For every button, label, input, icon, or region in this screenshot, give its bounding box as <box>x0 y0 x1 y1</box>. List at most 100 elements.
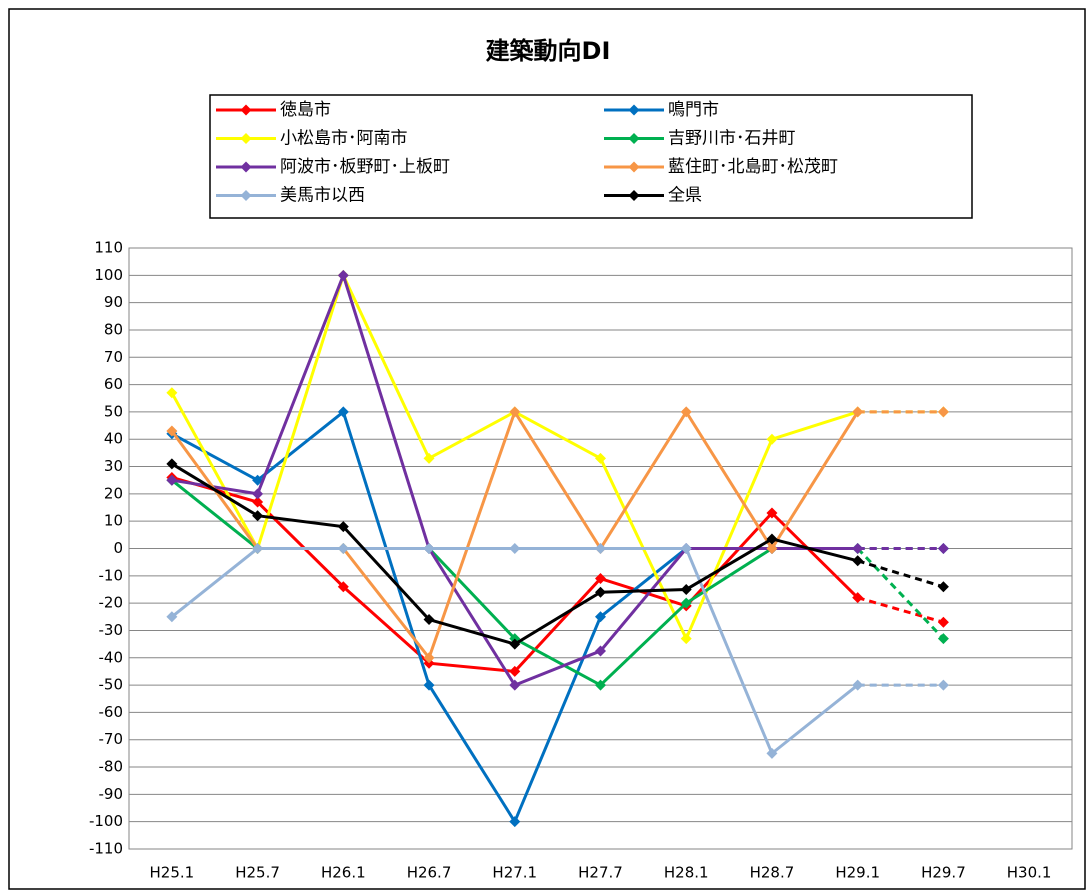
marker <box>509 665 521 677</box>
marker <box>680 597 692 609</box>
marker <box>509 816 521 828</box>
legend-box <box>209 94 973 219</box>
marker <box>680 583 692 595</box>
legend-marker <box>240 104 252 116</box>
marker <box>423 543 435 554</box>
marker <box>595 586 606 598</box>
marker <box>337 543 349 554</box>
marker <box>937 406 949 418</box>
marker <box>595 611 606 623</box>
y-tick-label: -50 <box>99 676 124 694</box>
marker <box>680 406 692 418</box>
legend-marker <box>240 161 252 173</box>
x-tick-label: H27.7 <box>578 864 623 882</box>
y-tick-label: 0 <box>113 539 123 557</box>
marker <box>509 406 521 418</box>
y-tick-label: 50 <box>104 402 123 420</box>
y-tick-label: -10 <box>99 566 124 584</box>
marker <box>937 633 949 645</box>
y-tick-label: -90 <box>99 785 124 803</box>
legend-marker <box>628 104 640 116</box>
legend-marker <box>628 133 640 144</box>
x-tick-label: H28.7 <box>750 864 795 882</box>
marker <box>166 387 178 399</box>
marker <box>766 507 778 519</box>
marker <box>937 616 949 628</box>
series-line-dashed <box>856 547 945 640</box>
y-tick-label: 80 <box>104 320 123 338</box>
marker <box>595 645 606 657</box>
marker <box>166 474 178 486</box>
marker <box>766 747 778 759</box>
y-tick-label: 10 <box>104 512 123 530</box>
marker <box>252 488 264 500</box>
legend-marker <box>628 190 640 201</box>
marker <box>509 679 521 691</box>
marker <box>337 521 349 533</box>
marker <box>509 543 521 554</box>
legend-marker <box>240 133 252 144</box>
x-tick-label: H25.1 <box>150 864 195 882</box>
x-tick-label: H26.7 <box>407 864 452 882</box>
marker <box>680 633 692 645</box>
legend-label: 徳島市 <box>280 100 331 120</box>
marker <box>937 581 949 593</box>
marker <box>852 406 864 418</box>
marker <box>252 496 264 508</box>
x-tick-label: H29.1 <box>835 864 880 882</box>
marker <box>252 510 264 522</box>
series-line-dashed <box>857 596 944 624</box>
legend-label: 阿波市･板野町･上板町 <box>280 157 450 177</box>
marker <box>595 543 606 554</box>
marker <box>423 679 435 691</box>
marker <box>766 433 778 445</box>
x-tick-label: H30.1 <box>1007 864 1052 882</box>
legend-label: 美馬市以西 <box>280 186 365 206</box>
y-tick-label: 70 <box>104 348 123 366</box>
marker <box>423 652 435 664</box>
legend-label: 小松島市･阿南市 <box>280 129 408 149</box>
y-tick-label: 60 <box>104 375 123 393</box>
y-tick-label: 40 <box>104 430 123 448</box>
y-tick-label: -110 <box>89 840 123 858</box>
y-tick-label: 30 <box>104 457 123 475</box>
marker <box>423 452 435 464</box>
x-tick-label: H26.1 <box>321 864 366 882</box>
marker <box>595 679 606 691</box>
legend-label: 鳴門市 <box>668 100 719 120</box>
marker <box>423 614 435 626</box>
marker <box>337 269 349 281</box>
marker <box>166 458 178 470</box>
marker <box>937 679 949 691</box>
marker <box>766 543 778 554</box>
y-tick-label: -20 <box>99 594 124 612</box>
marker <box>937 543 949 554</box>
y-tick-label: 100 <box>94 266 123 284</box>
marker <box>166 611 178 623</box>
y-tick-label: -30 <box>99 621 124 639</box>
marker <box>852 543 864 554</box>
y-tick-label: -40 <box>99 648 124 666</box>
x-tick-label: H27.1 <box>492 864 537 882</box>
y-tick-label: -80 <box>99 758 124 776</box>
series-line-dashed <box>857 559 944 589</box>
legend-marker <box>240 190 252 201</box>
legend-label: 吉野川市･石井町 <box>668 129 796 149</box>
marker <box>852 555 864 567</box>
x-tick-label: H29.7 <box>921 864 966 882</box>
y-tick-label: -70 <box>99 730 124 748</box>
marker <box>766 533 778 545</box>
marker <box>852 592 864 604</box>
y-tick-label: 20 <box>104 484 123 502</box>
marker <box>595 452 606 464</box>
marker <box>337 406 349 418</box>
marker <box>509 638 521 650</box>
marker <box>166 425 178 437</box>
marker <box>337 581 349 593</box>
plot-area <box>128 247 1073 850</box>
marker <box>595 573 606 585</box>
y-tick-label: 110 <box>94 239 123 257</box>
x-tick-label: H28.1 <box>664 864 709 882</box>
marker <box>680 543 692 554</box>
